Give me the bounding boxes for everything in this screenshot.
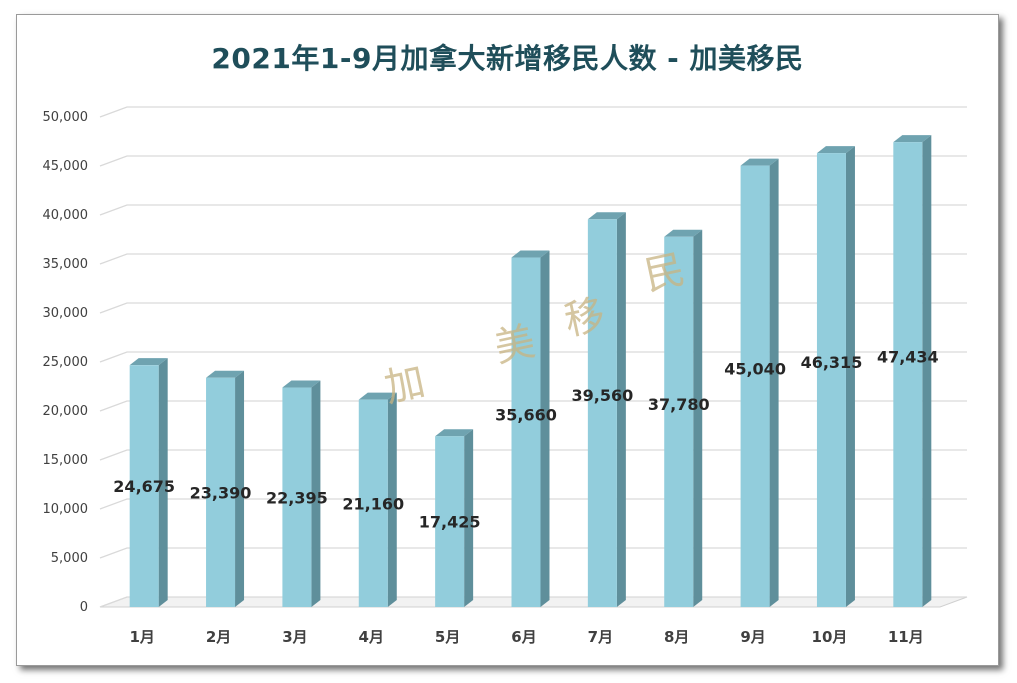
bar-top — [587, 212, 626, 220]
x-tick-label: 9月 — [740, 628, 765, 646]
x-tick-label: 10月 — [812, 628, 848, 646]
data-label: 37,780 — [648, 395, 710, 414]
bar-top — [206, 370, 245, 378]
x-tick-label: 8月 — [664, 628, 689, 646]
data-label: 24,675 — [113, 477, 175, 496]
gridline — [99, 204, 967, 216]
bar-side — [693, 229, 703, 608]
data-label: 21,160 — [342, 494, 404, 513]
x-tick-label: 6月 — [511, 628, 536, 646]
data-label: 22,395 — [266, 488, 328, 507]
bar-side — [616, 212, 626, 607]
watermark-char: 移 — [561, 291, 610, 344]
bar-front — [587, 219, 617, 607]
bar-1 — [129, 358, 168, 607]
y-tick-label: 35,000 — [43, 257, 89, 272]
data-label: 46,315 — [801, 353, 863, 372]
bar-front — [282, 387, 312, 607]
bar-top — [511, 250, 550, 258]
x-tick-label: 5月 — [435, 628, 460, 646]
x-tick-label: 4月 — [359, 628, 384, 646]
y-axis-ticks: 0 5,000 10,000 15,000 20,000 25,000 30,000 35,0… — [43, 110, 89, 615]
gridline — [99, 106, 967, 118]
bar-top — [358, 392, 397, 400]
bar-top — [664, 229, 703, 237]
bar-side — [311, 380, 321, 607]
bar-7 — [587, 212, 626, 607]
bar-2 — [206, 370, 245, 607]
bar-front — [129, 365, 159, 607]
bar-front — [511, 257, 541, 607]
bar-top — [740, 158, 779, 166]
data-label: 39,560 — [571, 386, 633, 405]
bar-side — [235, 370, 245, 607]
y-tick-label: 10,000 — [43, 502, 89, 517]
bar-top — [282, 380, 321, 388]
bar-front — [206, 377, 236, 607]
bar-layer — [129, 135, 932, 608]
data-label: 47,434 — [877, 348, 939, 367]
x-tick-label: 11月 — [888, 628, 924, 646]
bar-front — [740, 165, 770, 607]
data-label: 45,040 — [724, 359, 786, 378]
bar-10 — [816, 146, 855, 607]
bar-side — [769, 158, 779, 607]
y-tick-label: 5,000 — [51, 551, 88, 566]
bar-6 — [511, 250, 550, 608]
bar-side — [464, 429, 474, 607]
y-tick-label: 40,000 — [43, 208, 89, 223]
watermark: 加 美移民 — [381, 246, 690, 411]
y-tick-label: 25,000 — [43, 355, 89, 370]
bar-side — [387, 392, 397, 607]
bar-top — [816, 146, 855, 154]
bar-3 — [282, 380, 321, 607]
data-label: 17,425 — [419, 513, 481, 532]
watermark-char: 加 — [381, 358, 430, 411]
x-tick-label: 1月 — [129, 628, 154, 646]
bar-5 — [435, 429, 474, 607]
bar-front — [435, 436, 465, 607]
x-tick-label: 7月 — [588, 628, 613, 646]
x-tick-label: 2月 — [206, 628, 231, 646]
bar-top — [893, 135, 932, 143]
bar-4 — [358, 392, 397, 607]
data-label: 23,390 — [190, 483, 252, 502]
chart-title: 2021年1-9月加拿大新增移民人数 - 加美移民 — [211, 42, 804, 75]
y-tick-label: 20,000 — [43, 404, 89, 419]
x-tick-label: 3月 — [282, 628, 307, 646]
data-labels: 24,675 23,390 22,395 21,160 17,425 35,660 39,5… — [113, 348, 938, 532]
bar-top — [435, 429, 474, 437]
x-axis-ticks: 1月 2月 3月 4月 5月 6月 7月 8月 9月 10月 11月 — [129, 628, 923, 646]
y-tick-label: 50,000 — [43, 110, 89, 125]
y-tick-label: 0 — [80, 600, 88, 615]
bar-9 — [740, 158, 779, 607]
bar-side — [540, 250, 550, 608]
bar-side — [158, 358, 168, 607]
y-tick-label: 30,000 — [43, 306, 89, 321]
bar-side — [845, 146, 855, 607]
bar-front — [816, 153, 846, 607]
bar-11 — [893, 135, 932, 608]
bar-top — [129, 358, 168, 366]
data-label: 35,660 — [495, 405, 557, 424]
y-tick-label: 15,000 — [43, 453, 89, 468]
bar-front — [358, 399, 388, 607]
watermark-char: 民 — [641, 246, 690, 299]
y-tick-label: 45,000 — [43, 159, 89, 174]
bar-8 — [664, 229, 703, 608]
watermark-char: 美 — [491, 318, 540, 371]
bar-front — [664, 236, 694, 608]
bar-side — [922, 135, 932, 608]
gridline — [99, 155, 967, 167]
bar-front — [893, 142, 923, 608]
